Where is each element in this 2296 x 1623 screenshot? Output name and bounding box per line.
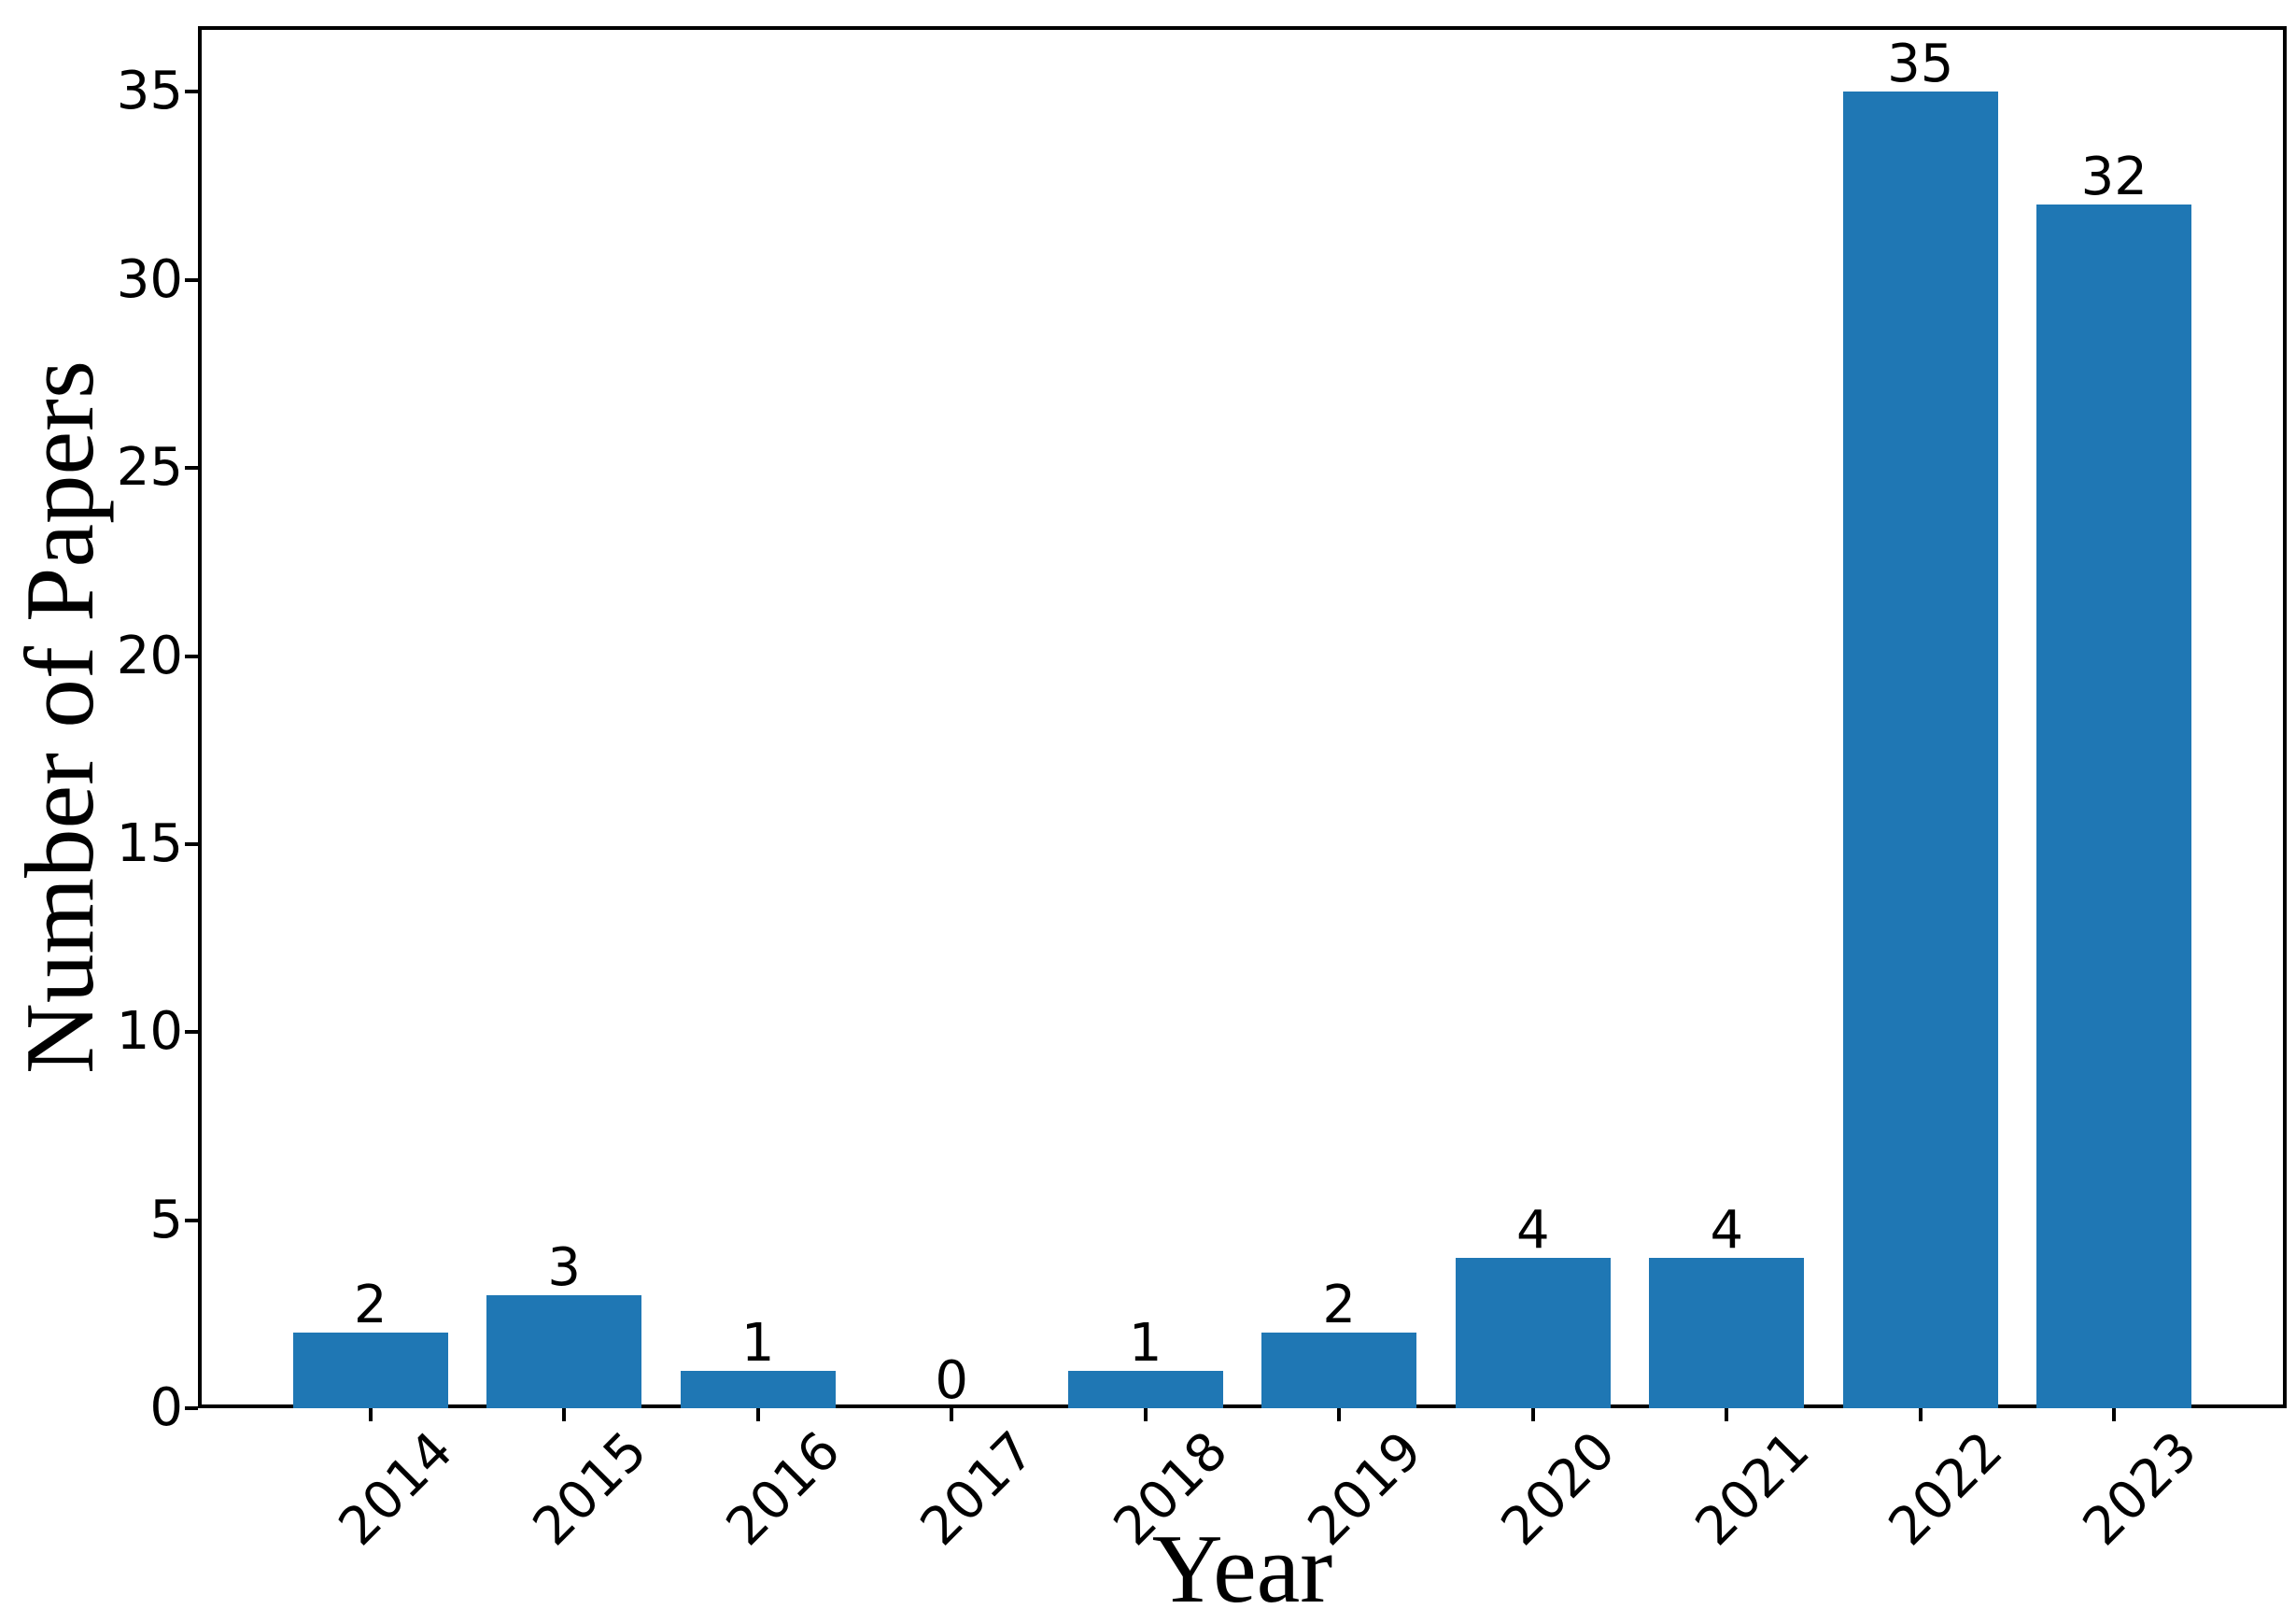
bar-2019 — [1261, 1333, 1417, 1408]
x-tick-2016 — [755, 1408, 760, 1421]
x-tick-2014 — [368, 1408, 373, 1421]
plot-area — [198, 26, 2287, 1408]
bar-value-label-2023: 32 — [2080, 147, 2148, 208]
bar-2014 — [292, 1333, 448, 1408]
bar-value-label-2015: 3 — [547, 1237, 581, 1299]
x-tick-2023 — [2112, 1408, 2117, 1421]
y-tick-20 — [185, 654, 198, 658]
bar-2023 — [2036, 205, 2192, 1408]
y-tick-35 — [185, 90, 198, 94]
y-tick-15 — [185, 841, 198, 846]
bar-2016 — [680, 1370, 836, 1408]
y-tick-label-20: 20 — [116, 625, 183, 686]
y-tick-label-30: 30 — [116, 248, 183, 310]
bar-value-label-2014: 2 — [353, 1275, 387, 1336]
y-tick-0 — [185, 1406, 198, 1410]
x-axis-title: Year — [1151, 1514, 1333, 1623]
y-tick-label-10: 10 — [116, 1001, 183, 1063]
y-tick-25 — [185, 466, 198, 471]
bar-value-label-2021: 4 — [1710, 1199, 1744, 1261]
bar-value-label-2016: 1 — [740, 1312, 775, 1374]
y-axis-title: Number of Papers — [5, 360, 114, 1074]
bar-2022 — [1842, 92, 1998, 1408]
bar-2018 — [1067, 1370, 1223, 1408]
x-tick-2022 — [1918, 1408, 1923, 1421]
x-tick-2019 — [1337, 1408, 1342, 1421]
bar-value-label-2019: 2 — [1322, 1275, 1357, 1336]
y-tick-label-0: 0 — [149, 1377, 183, 1438]
x-tick-2021 — [1725, 1408, 1729, 1421]
x-tick-2017 — [950, 1408, 954, 1421]
y-tick-label-25: 25 — [116, 437, 183, 499]
x-tick-2018 — [1143, 1408, 1148, 1421]
x-tick-2015 — [562, 1408, 567, 1421]
y-tick-label-35: 35 — [116, 61, 183, 122]
y-tick-label-5: 5 — [149, 1189, 183, 1250]
y-tick-30 — [185, 277, 198, 282]
y-tick-10 — [185, 1030, 198, 1035]
bar-value-label-2020: 4 — [1515, 1199, 1550, 1261]
bar-value-label-2018: 1 — [1128, 1312, 1162, 1374]
bar-2020 — [1455, 1257, 1611, 1408]
y-tick-label-15: 15 — [116, 812, 183, 874]
bar-value-label-2022: 35 — [1887, 34, 1954, 95]
y-tick-5 — [185, 1218, 198, 1222]
bar-2021 — [1649, 1257, 1805, 1408]
bar-value-label-2017: 0 — [935, 1350, 969, 1411]
x-tick-2020 — [1530, 1408, 1535, 1421]
bar-2015 — [486, 1295, 642, 1408]
